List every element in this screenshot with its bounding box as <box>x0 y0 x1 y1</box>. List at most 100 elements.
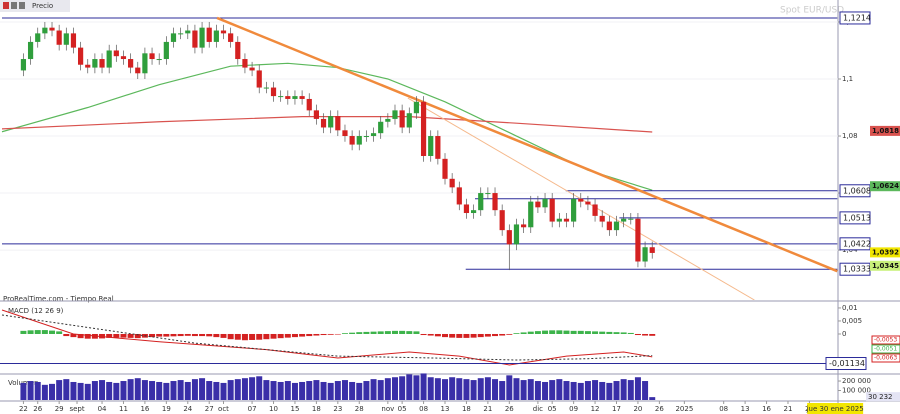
candle-body <box>442 158 448 179</box>
candle-body <box>42 27 48 34</box>
volume-bar <box>549 380 556 400</box>
volume-bar <box>613 381 620 400</box>
macd-bar <box>170 333 177 337</box>
candle-body <box>392 110 398 119</box>
candle-body <box>163 41 169 60</box>
macd-bar <box>256 333 263 340</box>
volume-bar <box>606 382 613 400</box>
candle-body <box>185 30 191 34</box>
candle-body <box>413 101 420 114</box>
volume-bar <box>284 381 291 400</box>
x-tick-label: 28 <box>355 405 364 413</box>
macd-bar <box>163 333 170 337</box>
volume-bar <box>49 383 56 400</box>
volume-bar <box>513 378 520 400</box>
x-tick-label: 05 <box>398 405 407 413</box>
candle-body <box>513 224 520 245</box>
candle-body <box>235 41 241 60</box>
x-tick-label: 05 <box>548 405 557 413</box>
macd-bar <box>277 333 284 339</box>
x-tick-label: 07 <box>248 405 257 413</box>
volume-current-label: 30 232 <box>868 393 893 401</box>
level-label: 1,1214 <box>843 13 871 22</box>
macd-bar <box>506 333 513 335</box>
toolbar-icon[interactable] <box>19 2 25 9</box>
macd-bar <box>427 333 434 336</box>
macd-bar <box>442 333 449 338</box>
candle-body <box>220 30 227 34</box>
volume-bar <box>199 378 206 400</box>
macd-bar <box>156 333 163 337</box>
macd-bar <box>599 331 606 334</box>
macd-bar <box>527 331 534 334</box>
level-label-box <box>839 211 871 225</box>
volume-bar <box>370 379 377 400</box>
y-tick-label: 200 000 <box>842 377 871 385</box>
macd-bar <box>349 332 356 334</box>
volume-bar <box>113 382 120 400</box>
y-tick-label: 100 000 <box>842 387 871 395</box>
volume-bar <box>334 381 341 400</box>
macd-bar <box>49 330 56 334</box>
macd-bar <box>177 333 184 337</box>
macd-bar <box>113 333 120 338</box>
macd-bar <box>184 333 191 336</box>
x-tick-label: 19 <box>162 405 171 413</box>
volume-bar <box>20 382 27 400</box>
macd-bar <box>134 333 141 339</box>
volume-bar <box>534 381 541 400</box>
volume-bar <box>413 375 420 400</box>
candle-body <box>299 96 305 99</box>
toolbar[interactable] <box>0 0 70 12</box>
volume-bar <box>492 379 499 400</box>
macd-bar <box>399 330 406 334</box>
x-tick-label: 23 <box>333 405 342 413</box>
macd-bar <box>206 333 213 337</box>
candle-body <box>335 116 341 131</box>
candle-body <box>521 224 527 228</box>
candle-body <box>270 87 277 97</box>
volume-bar <box>649 397 656 400</box>
macd-bar <box>577 330 584 334</box>
macd-bar <box>434 333 441 337</box>
volume-bar <box>70 381 77 400</box>
macd-bar <box>584 331 591 334</box>
x-tick-label: 16 <box>762 405 771 413</box>
candle-body <box>70 33 77 48</box>
level-label: 1,0513 <box>843 213 871 222</box>
candle-body <box>199 27 205 48</box>
candle-body <box>35 33 41 42</box>
volume-bar <box>563 381 570 400</box>
x-tick-label: nov <box>381 405 394 413</box>
macd-bar <box>377 331 384 334</box>
price-label: 1,0624 <box>872 182 899 190</box>
y-tick-label: 0,01 <box>842 304 858 312</box>
panel-title: Precio <box>32 2 53 10</box>
x-tick-label: 26 <box>505 405 514 413</box>
volume-bar <box>463 379 470 400</box>
toolbar-icon[interactable] <box>3 2 9 9</box>
volume-bar <box>63 379 70 400</box>
volume-bar <box>363 381 370 400</box>
level-label: -0,01134 <box>829 359 865 368</box>
volume-bar <box>234 379 241 400</box>
volume-bar <box>349 381 356 400</box>
candle-body <box>92 59 98 68</box>
volume-bar <box>177 380 184 400</box>
macd-bar <box>520 332 527 334</box>
candle-body <box>149 53 155 60</box>
macd-bar <box>291 333 298 338</box>
volume-bar <box>599 381 606 400</box>
price-label: 1,0818 <box>872 127 899 135</box>
macd-value-label: -0,0053 <box>874 337 897 344</box>
volume-bar <box>341 380 348 400</box>
volume-bar <box>320 381 327 400</box>
volume-bar <box>449 377 456 400</box>
x-tick-label: 24 <box>183 405 192 413</box>
macd-bar <box>313 333 320 336</box>
candle-body <box>499 210 505 231</box>
macd-bar <box>241 333 248 341</box>
volume-bar <box>377 380 384 400</box>
toolbar-icon[interactable] <box>11 2 17 9</box>
